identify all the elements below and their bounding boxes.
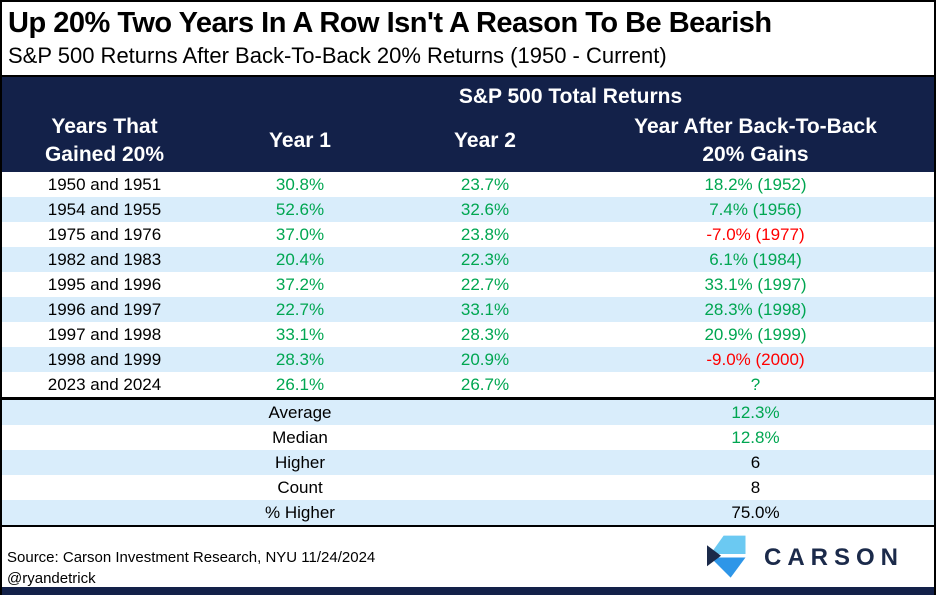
page-subtitle: S&P 500 Returns After Back-To-Back 20% R… <box>8 42 667 68</box>
cell-year1: 26.1% <box>275 374 325 394</box>
cell-year-after: 18.2% (1952) <box>704 174 807 194</box>
summary-label: % Higher <box>265 502 335 522</box>
carson-logo-mark-icon <box>706 535 746 578</box>
cell-year-after: 7.4% (1956) <box>709 199 802 219</box>
group-header: S&P 500 Total Returns <box>458 85 683 108</box>
col-header-years: Years That Gained 20% <box>44 114 165 166</box>
footer: Source: Carson Investment Research, NYU … <box>2 527 934 587</box>
table-row: 1950 and 1951 30.8% 23.7% 18.2% (1952) <box>2 172 934 197</box>
summary-label: Median <box>272 427 328 447</box>
cell-year2: 20.9% <box>460 349 510 369</box>
cell-year2: 28.3% <box>460 324 510 344</box>
summary-row: Higher 6 <box>2 450 934 475</box>
col-header-year1: Year 1 <box>269 128 331 152</box>
cell-year1: 20.4% <box>275 249 325 269</box>
table-row: 1997 and 1998 33.1% 28.3% 20.9% (1999) <box>2 322 934 347</box>
cell-years: 1954 and 1955 <box>47 199 162 219</box>
cell-years: 1975 and 1976 <box>47 224 162 244</box>
cell-year-after: 33.1% (1997) <box>704 274 807 294</box>
summary-row: Average 12.3% <box>2 400 934 425</box>
summary-label: Higher <box>274 452 326 472</box>
cell-year1: 37.0% <box>275 224 325 244</box>
cell-years: 2023 and 2024 <box>47 374 162 394</box>
cell-year-after: 28.3% (1998) <box>704 299 807 319</box>
table-row: 1975 and 1976 37.0% 23.8% -7.0% (1977) <box>2 222 934 247</box>
cell-year-after: -9.0% (2000) <box>706 349 805 369</box>
table-row: 1982 and 1983 20.4% 22.3% 6.1% (1984) <box>2 247 934 272</box>
table-row: 1954 and 1955 52.6% 32.6% 7.4% (1956) <box>2 197 934 222</box>
cell-year2: 23.8% <box>460 224 510 244</box>
summary-value: 8 <box>750 477 761 497</box>
summary-label: Count <box>277 477 323 497</box>
divider <box>2 397 934 400</box>
cell-years: 1998 and 1999 <box>47 349 162 369</box>
carson-logo: CARSON <box>706 534 904 581</box>
bottom-bar <box>2 587 934 595</box>
table-header-group-row: S&P 500 Total Returns <box>2 77 934 109</box>
author-handle: @ryandetrick <box>7 570 96 587</box>
source-text: Source: Carson Investment Research, NYU … <box>7 549 376 566</box>
table-header-columns-row: Years That Gained 20% Year 1 Year 2 Year… <box>2 109 934 172</box>
cell-years: 1995 and 1996 <box>47 274 162 294</box>
carson-logo-text: CARSON <box>763 543 904 571</box>
cell-year-after: 6.1% (1984) <box>709 249 802 269</box>
cell-year1: 37.2% <box>275 274 325 294</box>
cell-year2: 32.6% <box>460 199 510 219</box>
title-block: Up 20% Two Years In A Row Isn't A Reason… <box>2 2 934 77</box>
cell-year2: 22.7% <box>460 274 510 294</box>
cell-year2: 26.7% <box>460 374 510 394</box>
summary-value: 12.3% <box>731 402 780 422</box>
cell-years: 1996 and 1997 <box>47 299 162 319</box>
table-header: S&P 500 Total Returns Years That Gained … <box>2 77 934 172</box>
cell-year2: 33.1% <box>460 299 510 319</box>
cell-year1: 28.3% <box>275 349 325 369</box>
cell-years: 1982 and 1983 <box>47 249 162 269</box>
cell-years: 1997 and 1998 <box>47 324 162 344</box>
table-row: 1995 and 1996 37.2% 22.7% 33.1% (1997) <box>2 272 934 297</box>
summary-value: 75.0% <box>731 502 780 522</box>
summary-section: Average 12.3% Median 12.8% Higher 6 Coun… <box>2 400 934 525</box>
summary-row: Median 12.8% <box>2 425 934 450</box>
cell-year1: 22.7% <box>275 299 325 319</box>
cell-year-after: ? <box>750 374 761 394</box>
cell-year-after: -7.0% (1977) <box>706 224 805 244</box>
col-header-year2: Year 2 <box>454 128 516 152</box>
cell-year2: 23.7% <box>460 174 510 194</box>
cell-year1: 52.6% <box>275 199 325 219</box>
table-body: 1950 and 1951 30.8% 23.7% 18.2% (1952) 1… <box>2 172 934 397</box>
summary-value: 12.8% <box>731 427 780 447</box>
summary-value: 6 <box>750 452 761 472</box>
divider <box>2 525 934 527</box>
table-row: 2023 and 2024 26.1% 26.7% ? <box>2 372 934 397</box>
summary-label: Average <box>268 402 332 422</box>
table-row: 1996 and 1997 22.7% 33.1% 28.3% (1998) <box>2 297 934 322</box>
cell-year-after: 20.9% (1999) <box>704 324 807 344</box>
page-title: Up 20% Two Years In A Row Isn't A Reason… <box>8 7 772 39</box>
cell-year1: 33.1% <box>275 324 325 344</box>
cell-years: 1950 and 1951 <box>47 174 162 194</box>
summary-row: Count 8 <box>2 475 934 500</box>
table-row: 1998 and 1999 28.3% 20.9% -9.0% (2000) <box>2 347 934 372</box>
cell-year1: 30.8% <box>275 174 325 194</box>
summary-row: % Higher 75.0% <box>2 500 934 525</box>
cell-year2: 22.3% <box>460 249 510 269</box>
col-header-year-after: Year After Back-To-Back 20% Gains <box>634 114 877 166</box>
